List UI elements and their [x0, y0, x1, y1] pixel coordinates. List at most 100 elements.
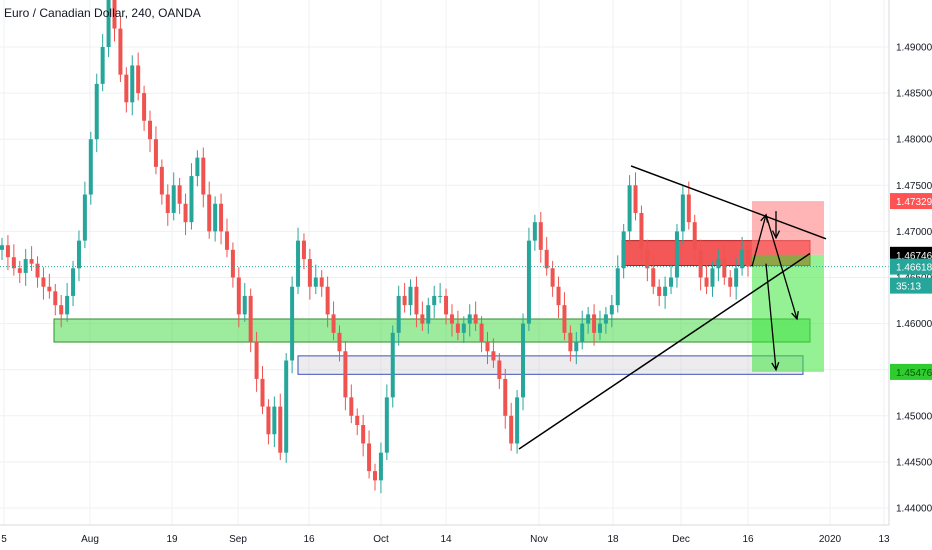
x-tick-label: 14 — [440, 534, 452, 545]
candle-body — [319, 277, 324, 287]
take-profit-zone[interactable] — [752, 254, 824, 372]
candle-body — [491, 351, 496, 361]
candle-body — [526, 240, 531, 324]
candle-body — [171, 185, 176, 213]
lower-trendline[interactable] — [518, 252, 811, 450]
entry-label-text: 1.46746 — [896, 251, 932, 262]
candle-body — [355, 415, 360, 426]
candle-body — [414, 286, 419, 315]
candle-body — [349, 397, 354, 416]
candle-body — [562, 305, 567, 333]
chart-title: Euro / Canadian Dollar, 240, OANDA — [4, 6, 201, 20]
candle-body — [396, 295, 401, 333]
projection-arrow-b[interactable] — [765, 214, 798, 320]
candle-body — [35, 263, 40, 278]
candle-body — [402, 295, 407, 306]
candle-body — [449, 314, 454, 324]
candle-body — [266, 406, 271, 435]
countdown-label-text: 35:13 — [896, 282, 921, 293]
candle-body — [432, 295, 437, 306]
stop-loss-zone[interactable] — [752, 201, 824, 255]
x-tick-label: 2020 — [819, 534, 842, 545]
y-tick-label: 1.44500 — [896, 457, 932, 468]
candle-body — [142, 93, 147, 121]
candle-body — [515, 397, 520, 444]
candle-body — [722, 259, 727, 278]
y-tick-label: 1.47500 — [896, 181, 932, 192]
x-tick-label: 13 — [878, 534, 890, 545]
candle-body — [361, 425, 366, 444]
candle-body — [65, 295, 70, 315]
take-profit-label-text: 1.45476 — [896, 368, 932, 379]
candle-body — [384, 397, 389, 453]
candle-body — [627, 185, 632, 232]
candle-body — [580, 323, 585, 343]
candle-body — [124, 74, 129, 103]
candle-body — [153, 139, 158, 167]
candle-body — [29, 259, 34, 264]
candle-body — [651, 268, 656, 287]
projection-arrow-d[interactable] — [765, 263, 777, 370]
candle-body — [130, 65, 135, 103]
candle-body — [710, 268, 715, 287]
candle-body — [455, 323, 460, 333]
current-price-label: 1.46618 — [890, 258, 932, 275]
candle-body — [260, 378, 265, 407]
candle-body — [408, 286, 413, 306]
candle-body — [183, 203, 188, 223]
x-tick-label: Aug — [81, 534, 99, 545]
candle-body — [189, 176, 194, 223]
candle-body — [704, 277, 709, 287]
time-axis: 5 Aug 19 Sep 16 Oct 14 Nov 18 Dec 16 2020 13 — [1, 534, 890, 545]
candle-body — [272, 406, 277, 435]
candle-body — [47, 286, 52, 292]
candle-body — [5, 245, 10, 258]
gray-support-zone[interactable] — [297, 355, 804, 375]
candle-body — [438, 295, 443, 297]
candle-body — [615, 268, 620, 306]
candle-body — [467, 314, 472, 324]
projection-arrow-b-head — [791, 310, 799, 321]
projection-arrow-c-head — [771, 230, 781, 240]
candle-body — [325, 286, 330, 315]
candle-body — [740, 249, 745, 269]
candle-body — [728, 277, 733, 287]
candle-body — [592, 314, 597, 333]
candle-body — [112, 0, 117, 29]
candle-body — [669, 277, 674, 287]
candle-body — [0, 245, 4, 250]
candle-body — [663, 286, 668, 296]
projection-arrow-a[interactable] — [751, 214, 767, 267]
candle-body — [473, 314, 478, 324]
candle-body — [444, 295, 449, 315]
grid-lines — [0, 0, 889, 525]
candle-body — [148, 120, 153, 140]
candle-body — [296, 240, 301, 287]
candle-body — [378, 452, 383, 481]
y-tick-label: 1.47000 — [896, 227, 932, 238]
candle-body — [639, 212, 644, 250]
upper-trendline[interactable] — [630, 165, 827, 240]
stop-loss-label-text: 1.47329 — [896, 197, 932, 208]
stop-loss-label: 1.47329 — [890, 193, 932, 210]
candle-body — [603, 314, 608, 324]
candle-body — [53, 291, 58, 306]
candle-body — [219, 203, 224, 232]
candle-body — [195, 157, 200, 177]
candle-body — [485, 342, 490, 352]
candle-body — [337, 332, 342, 352]
candle-body — [301, 240, 306, 260]
candle-body — [574, 342, 579, 352]
candle-body — [698, 249, 703, 278]
candle-body — [71, 268, 76, 296]
current-price-label-text: 1.46618 — [896, 263, 932, 274]
x-tick-label: 18 — [607, 534, 619, 545]
candle-body — [343, 351, 348, 398]
candle-body — [367, 443, 372, 472]
y-tick-label: 1.45000 — [896, 411, 932, 422]
candle-body — [177, 185, 182, 204]
candle-body — [278, 406, 283, 453]
y-tick-label: 1.44000 — [896, 504, 932, 515]
y-tick-label: 1.46000 — [896, 319, 932, 330]
